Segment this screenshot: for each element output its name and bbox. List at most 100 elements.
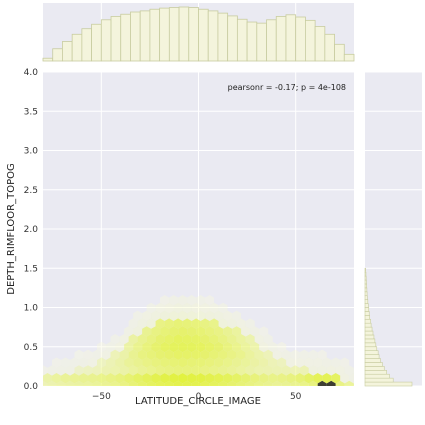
hexbin-cell [286,357,296,368]
hexbin-cell [119,334,129,345]
hexbin-cell [218,365,228,376]
right-hist-bar [364,307,370,312]
hexbin-cell [160,326,170,337]
top-hist-bar [159,7,170,62]
hexbin-cell [272,380,282,386]
hexbin-cell [241,341,251,353]
hexbin-cell [79,357,88,368]
hexbin-cell [353,383,354,386]
hexbin-cell [110,334,120,345]
hexbin-cell [182,380,192,386]
hexbin-cell [164,334,174,345]
hexbin-cell [200,318,210,329]
hexbin-cell [245,334,255,345]
hexbin-cell [232,357,242,368]
hexbin-cell [119,365,129,376]
hexbin-cell [88,373,97,384]
hexbin-cell [200,365,210,376]
top-hist-bar [305,19,316,62]
right-marginal-grid [365,71,422,387]
top-hist-bar [139,10,151,62]
y-tick-label: 2.0 [24,225,39,235]
hexbin-cell [245,365,255,376]
right-hist-bar [364,346,378,351]
hexbin-cell [218,380,228,386]
top-hist-bar [256,22,267,62]
hexbin-cell [146,318,156,329]
top-hist-bar [62,41,73,62]
right-hist-bar [364,315,370,320]
hexbin-cell [191,302,201,314]
right-hist-bar [364,358,381,363]
right-hist-bar [364,322,372,328]
hexbin-cell [259,326,269,337]
hexbin-cell [295,373,305,384]
top-hist-bar [71,33,83,62]
hexbin-cell [299,365,309,376]
hexbin-cell [83,380,93,386]
hexbin-cell [173,365,183,376]
hexbin-cell [137,380,147,386]
top-marginal-bars [42,6,355,62]
hexbin-cell [232,341,242,353]
hexbin-cell [268,373,278,384]
right-hist-bar [364,369,387,375]
hexbin-cell [178,310,188,321]
hexbin-cell [133,357,143,368]
hexbin-cell [205,326,215,337]
hexbin-cell [304,357,314,368]
hexbin-cell [124,326,134,337]
hexbin-cell [151,310,161,321]
hexbin-cell [322,373,332,384]
hexbin-cell [223,373,233,384]
hexbin-cell [218,302,228,314]
hexbin-cell [214,357,224,368]
hexbin-cell [178,373,188,384]
hexbin-cell [196,310,206,321]
hexbin-cell [61,357,70,368]
joint-panel: pearsonr = -0.17; p = 4e-108 [43,71,354,387]
hexbin-cell [65,380,75,386]
hexbin-cell [281,349,291,360]
hexbin-cell [155,380,165,386]
hexbin-cell [236,334,246,345]
hexbin-cell [115,341,125,353]
hexbin-cell [218,334,228,345]
top-hist-bar [334,43,345,62]
hexbin-cell [142,310,152,321]
right-hist-bar [364,311,370,316]
hexbin-cell [187,295,197,306]
top-hist-bar [178,6,190,62]
hexbin-cell [173,318,183,329]
hexbin-cell [83,365,93,376]
hexbin-cell [43,365,48,376]
hexbin-cell [182,365,192,376]
hexbin-cell [245,318,255,329]
pearson-annotation: pearsonr = -0.17; p = 4e-108 [228,83,346,92]
hexbin-cell [353,367,354,374]
hexbin-cell [191,365,201,376]
hexbin-cell [232,310,242,321]
hexbin-cell [101,349,111,360]
right-hist-bar [364,279,367,285]
hexbin-cell [142,357,152,368]
hexbin-cell [290,365,300,376]
hexbin-cell [349,373,354,384]
hexbin-cell [308,349,318,360]
hexbin-cell [151,357,161,368]
hexbin-cell [232,326,242,337]
hexbin-cell [160,295,170,306]
hexbin-cell [344,365,354,376]
hexbin-cell [236,380,246,386]
hexbin-cell [214,341,224,353]
hexbin-cell [259,341,269,353]
hexbin-cell [173,380,183,386]
hexbin-cell [196,357,206,368]
hexbin-cell [205,295,215,306]
hexbin-cell [227,334,237,345]
top-hist-bar [188,7,199,62]
hexbin-cell [146,334,156,345]
hexbin-cell [209,302,219,314]
hexbin-cell [268,357,278,368]
